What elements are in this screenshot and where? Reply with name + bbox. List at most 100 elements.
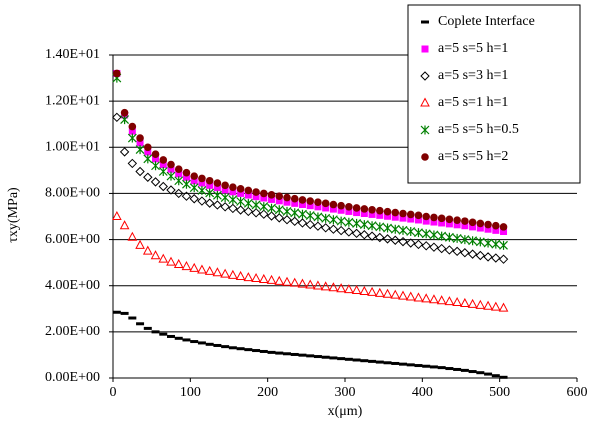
point <box>290 208 300 218</box>
point <box>351 284 362 295</box>
point <box>429 294 439 304</box>
point <box>143 154 153 164</box>
point <box>251 208 261 218</box>
point <box>352 204 361 212</box>
point <box>268 195 276 203</box>
point <box>120 108 129 117</box>
point <box>135 166 145 177</box>
point <box>313 212 323 222</box>
point <box>367 286 377 296</box>
point <box>398 236 408 247</box>
point <box>174 165 183 174</box>
point <box>136 134 144 142</box>
point <box>181 261 192 271</box>
point <box>159 156 168 164</box>
point <box>290 216 300 227</box>
point <box>174 176 184 186</box>
legend-box <box>407 4 581 184</box>
point <box>174 188 184 199</box>
point <box>236 185 245 193</box>
point <box>127 133 137 143</box>
point <box>297 278 308 288</box>
point <box>260 189 268 198</box>
point <box>468 236 478 246</box>
point <box>467 298 478 308</box>
point <box>383 207 392 216</box>
point <box>150 250 161 260</box>
y-tick-label: 6.00E+00 <box>45 232 100 247</box>
point <box>390 289 401 299</box>
point <box>244 186 253 195</box>
point <box>469 223 477 231</box>
point <box>298 201 306 209</box>
point <box>197 196 207 206</box>
point <box>282 206 292 216</box>
point <box>360 210 368 218</box>
point <box>359 285 370 295</box>
point <box>166 256 176 266</box>
y-tick-label: 8.00E+00 <box>45 186 100 201</box>
point <box>150 177 161 187</box>
point <box>243 206 254 217</box>
point <box>437 231 447 241</box>
legend-label: a=5 s=5 h=1 <box>438 41 508 56</box>
legend-marker <box>420 97 430 107</box>
point <box>344 227 354 237</box>
x-tick-label: 600 <box>567 385 588 400</box>
point <box>258 273 269 283</box>
point <box>212 200 223 210</box>
point <box>452 296 462 307</box>
point <box>359 220 369 230</box>
point <box>213 184 221 192</box>
point <box>382 288 393 298</box>
point <box>267 203 276 213</box>
point <box>436 295 447 305</box>
legend-marker <box>420 71 430 81</box>
series <box>113 69 508 235</box>
point <box>266 211 277 221</box>
x-tick-label: 100 <box>180 385 201 400</box>
point <box>167 165 175 173</box>
point <box>221 186 229 194</box>
point <box>320 281 331 291</box>
point <box>306 197 315 205</box>
point <box>282 276 292 286</box>
point <box>313 221 323 231</box>
point <box>328 282 339 292</box>
legend-label: a=5 s=3 h=1 <box>438 68 508 83</box>
point <box>198 179 206 187</box>
point <box>228 269 238 279</box>
point <box>390 235 400 245</box>
point <box>483 252 493 262</box>
point <box>205 176 214 185</box>
point <box>445 220 453 228</box>
point <box>374 287 385 297</box>
point <box>274 205 284 215</box>
point <box>391 208 400 217</box>
point <box>413 292 424 302</box>
point <box>283 193 291 202</box>
point <box>421 229 431 239</box>
point <box>328 224 339 234</box>
point <box>337 201 345 210</box>
x-tick-label: 400 <box>412 385 433 400</box>
point <box>275 197 283 205</box>
point <box>290 194 299 203</box>
point <box>144 148 152 156</box>
point <box>499 240 508 250</box>
point <box>289 277 300 287</box>
point <box>429 242 439 252</box>
point <box>399 209 407 218</box>
point <box>460 248 470 258</box>
point <box>182 173 190 181</box>
point <box>166 185 176 195</box>
point <box>351 228 362 239</box>
point <box>437 214 446 223</box>
point <box>189 183 199 193</box>
point <box>398 290 408 300</box>
point <box>367 221 377 231</box>
point <box>259 209 269 219</box>
point <box>452 233 462 243</box>
x-axis-label: x(μm) <box>328 404 363 419</box>
point <box>252 188 260 196</box>
